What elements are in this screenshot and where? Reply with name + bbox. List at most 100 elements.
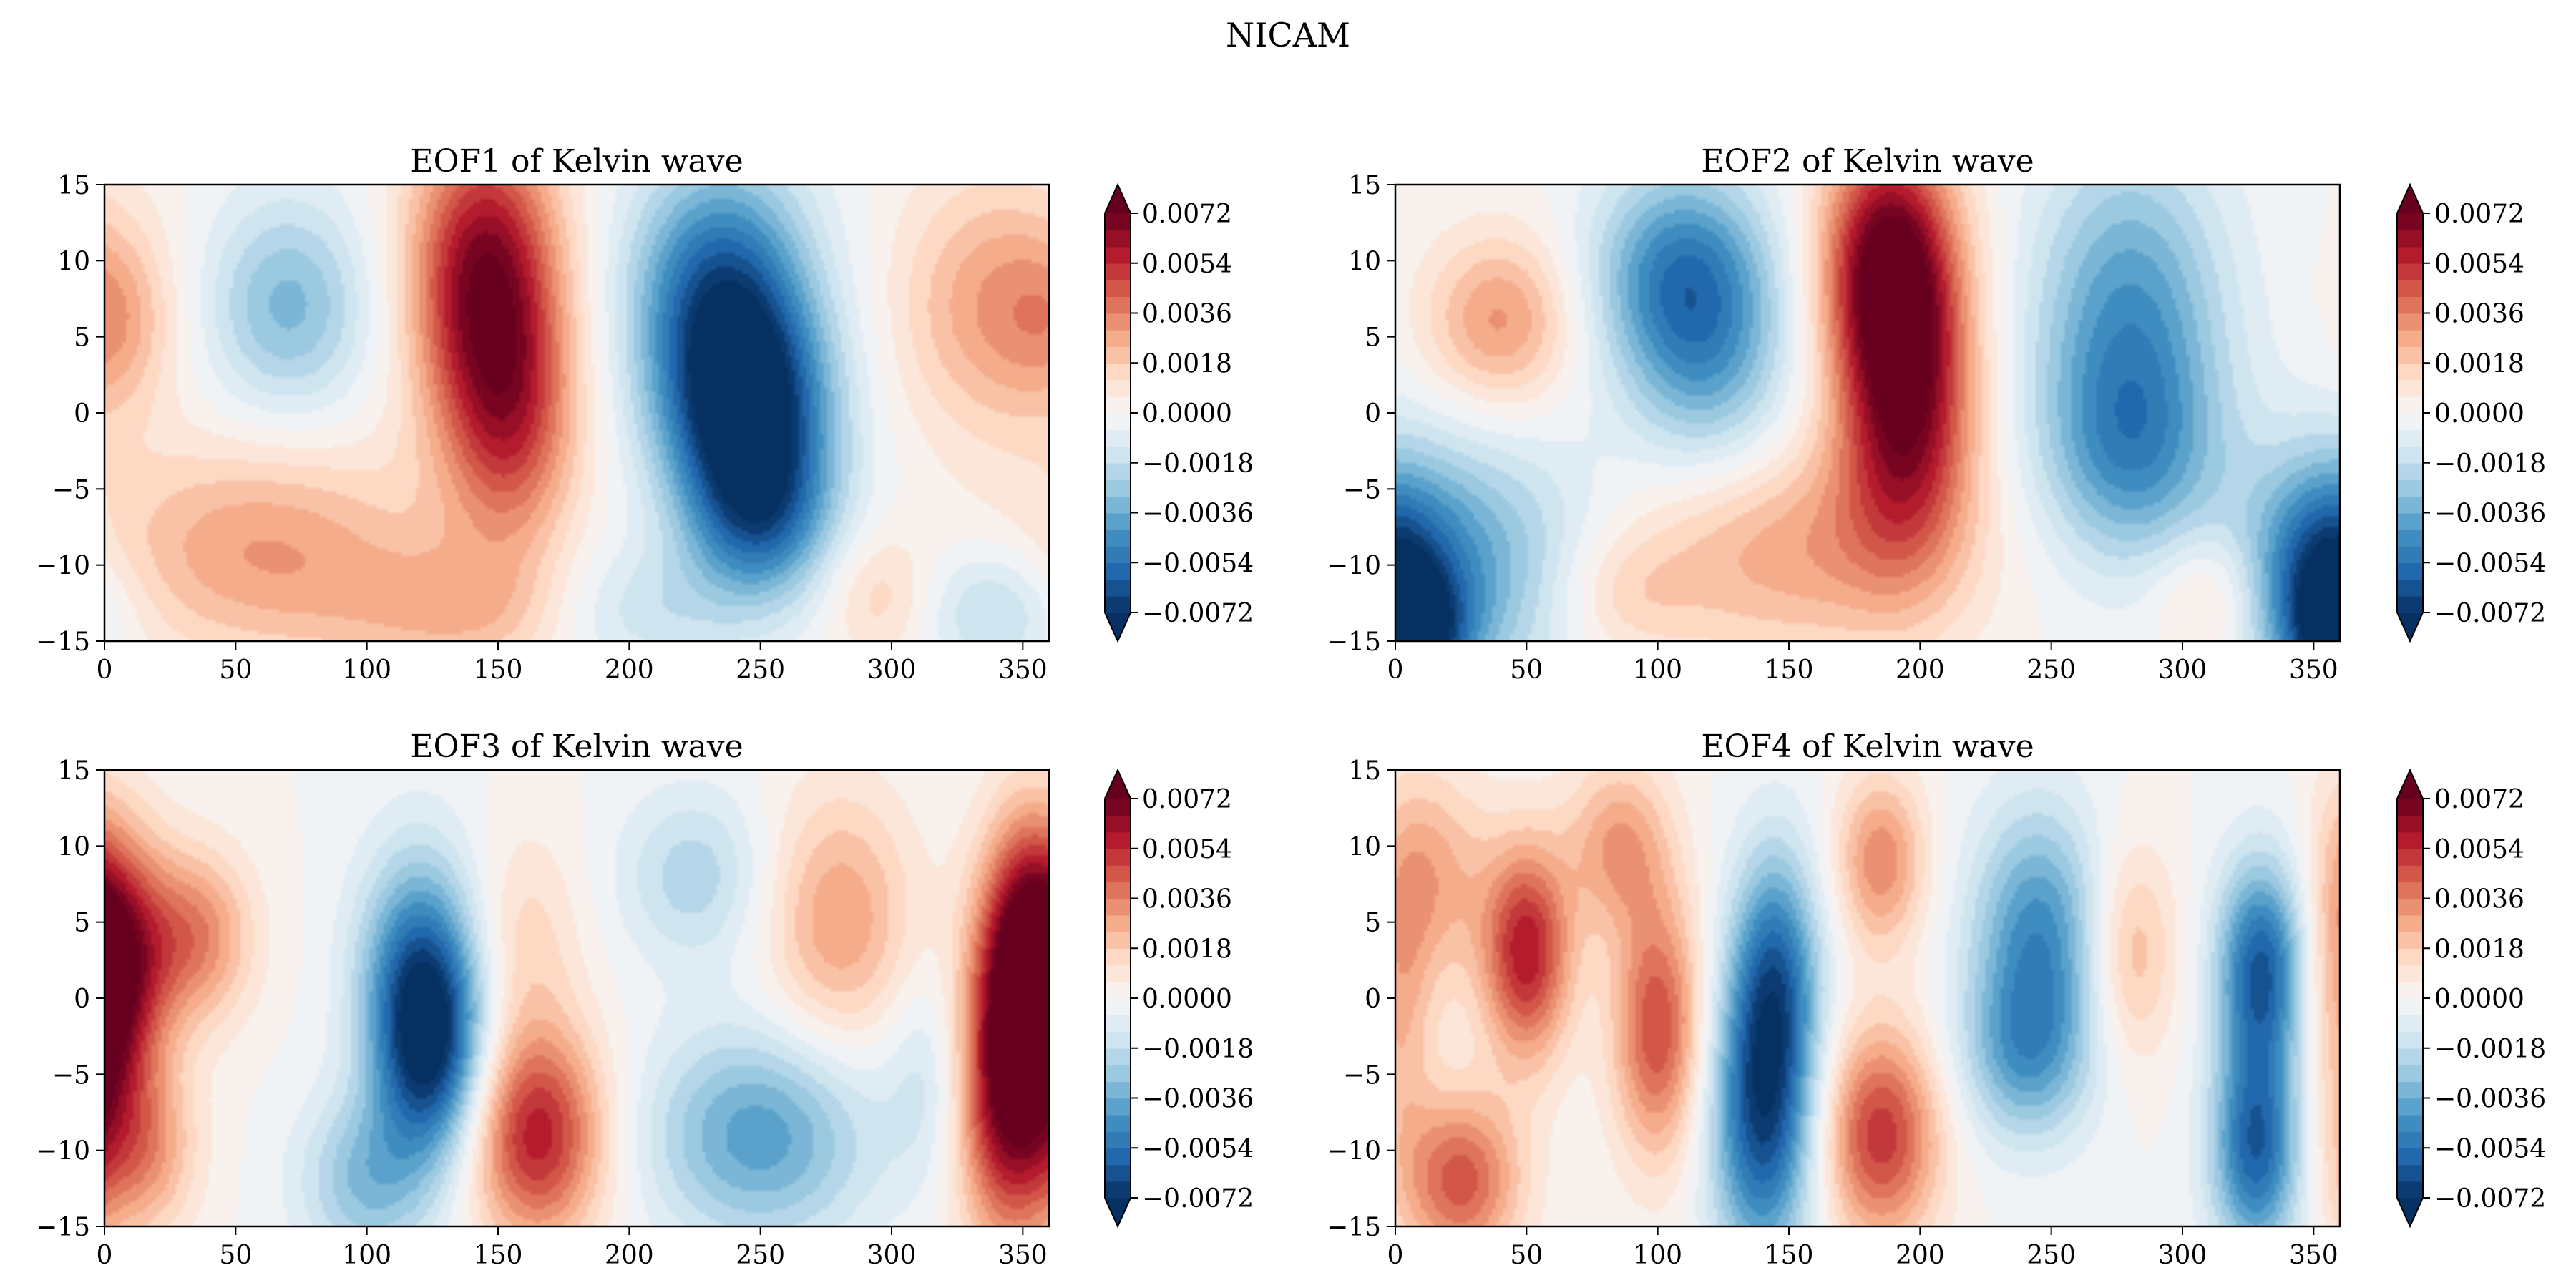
y-tick-label: −10	[36, 1137, 90, 1166]
panel-title: EOF1 of Kelvin wave	[410, 143, 743, 180]
colorbar: 0.0072 0.0054 0.0036 0.0018 0.0000 −0.0018 −0.…	[2396, 768, 2546, 1229]
colorbar-tick-label: −0.0018	[1142, 449, 1254, 479]
colorbar: 0.0072 0.0054 0.0036 0.0018 0.0000 −0.0018 −0.…	[1104, 182, 1254, 643]
colorbar-segment	[1105, 848, 1131, 866]
colorbar-extend-max	[1105, 185, 1131, 213]
colorbar-extend-min	[2397, 1198, 2423, 1226]
colorbar-segment	[2397, 1065, 2423, 1083]
y-tick-label: −10	[36, 552, 90, 581]
x-tick-label: 100	[1633, 655, 1682, 685]
colorbar-segment	[2397, 998, 2423, 1016]
figure-title: NICAM	[1226, 16, 1350, 54]
colorbar-segment	[2397, 546, 2423, 564]
colorbar-tick-label: −0.0036	[2434, 1085, 2546, 1114]
colorbar-segment	[1105, 462, 1131, 480]
x-tick-label: 150	[1765, 1241, 1814, 1270]
colorbar-tick-label: −0.0072	[2434, 1184, 2546, 1214]
colorbar-extend-max	[2397, 185, 2423, 213]
colorbar-segment	[1105, 1098, 1131, 1116]
x-tick-label: 250	[2026, 1241, 2076, 1270]
colorbar-segment	[1105, 948, 1131, 966]
x-tick-label: 350	[2289, 655, 2338, 685]
colorbar-segment	[1105, 329, 1131, 347]
colorbar-segment	[2397, 948, 2423, 966]
x-tick-label: 300	[2158, 1241, 2207, 1270]
colorbar-segment	[1105, 496, 1131, 514]
colorbar-segment	[1105, 479, 1131, 497]
colorbar-segment	[2397, 965, 2423, 982]
colorbar-segment	[1105, 512, 1131, 530]
x-tick-label: 300	[867, 1241, 917, 1270]
colorbar-segment	[1105, 313, 1131, 331]
colorbar-segment	[2397, 815, 2423, 833]
colorbar: 0.0072 0.0054 0.0036 0.0018 0.0000 −0.0018 −0.…	[1104, 768, 1254, 1229]
colorbar-segment	[1105, 865, 1131, 883]
colorbar-segment	[1105, 396, 1131, 414]
y-tick-label: −10	[1327, 1137, 1381, 1166]
colorbar-segment	[1105, 882, 1131, 899]
x-tick-label: 50	[1510, 1241, 1543, 1270]
colorbar-segment	[2397, 429, 2423, 447]
eof-field-image	[104, 185, 1049, 641]
colorbar-extend-min	[1105, 613, 1131, 641]
x-tick-label: 0	[97, 655, 113, 685]
colorbar-segment	[2397, 263, 2423, 280]
colorbar-tick-label: 0.0018	[2434, 349, 2524, 379]
colorbar-segment	[2397, 246, 2423, 264]
x-tick-label: 250	[736, 1241, 785, 1270]
eof-field-image	[104, 770, 1049, 1226]
colorbar-segment	[2397, 914, 2423, 932]
x-tick-label: 200	[605, 655, 654, 685]
y-tick-label: 5	[1365, 909, 1381, 938]
colorbar-tick-label: −0.0072	[2434, 599, 2546, 628]
colorbar-segment	[1105, 579, 1131, 597]
colorbar-segment	[2397, 1015, 2423, 1033]
x-tick-label: 0	[97, 1241, 113, 1270]
colorbar-tick-label: 0.0000	[2434, 985, 2524, 1014]
colorbar-tick-label: 0.0018	[1142, 349, 1232, 379]
y-tick-label: 5	[74, 909, 90, 938]
colorbar-segment	[2397, 579, 2423, 597]
colorbar-segment	[1105, 346, 1131, 364]
y-tick-label: 5	[1365, 323, 1381, 353]
y-tick-label: −15	[1327, 1213, 1381, 1242]
panel-title: EOF4 of Kelvin wave	[1701, 728, 2034, 765]
colorbar-segment	[1105, 1015, 1131, 1033]
colorbar-tick-label: −0.0054	[2434, 549, 2546, 578]
x-tick-label: 50	[1510, 655, 1543, 685]
colorbar-tick-label: −0.0036	[1142, 1085, 1254, 1114]
colorbar-segment	[2397, 230, 2423, 248]
y-tick-label: 15	[57, 171, 90, 200]
y-tick-label: 0	[1365, 399, 1381, 429]
colorbar-tick-label: 0.0072	[2434, 785, 2524, 814]
x-tick-label: 350	[998, 1241, 1048, 1270]
colorbar-segment	[1105, 932, 1131, 950]
colorbar-segment	[2397, 346, 2423, 364]
colorbar-tick-label: 0.0054	[2434, 835, 2524, 864]
colorbar-segment	[2397, 1081, 2423, 1099]
colorbar-segment	[1105, 296, 1131, 314]
panel-title: EOF3 of Kelvin wave	[410, 728, 743, 765]
colorbar-segment	[1105, 981, 1131, 999]
colorbar-segment	[2397, 932, 2423, 950]
panel-title: EOF2 of Kelvin wave	[1701, 143, 2034, 180]
colorbar-segment	[2397, 1148, 2423, 1166]
colorbar-segment	[2397, 831, 2423, 849]
colorbar-tick-label: 0.0036	[1142, 300, 1232, 329]
x-tick-label: 350	[2289, 1241, 2338, 1270]
colorbar-segment	[2397, 1164, 2423, 1182]
colorbar-segment	[1105, 1148, 1131, 1166]
colorbar-segment	[2397, 496, 2423, 514]
colorbar-tick-label: 0.0000	[1142, 985, 1232, 1014]
colorbar-tick-label: 0.0054	[1142, 835, 1232, 864]
colorbar-segment	[1105, 898, 1131, 916]
colorbar-extend-min	[1105, 1198, 1131, 1226]
colorbar-extend-min	[2397, 613, 2423, 641]
y-tick-label: −15	[36, 628, 90, 657]
y-tick-label: 10	[1348, 832, 1381, 862]
colorbar-segment	[1105, 914, 1131, 932]
colorbar-segment	[1105, 1065, 1131, 1083]
y-tick-label: 5	[74, 323, 90, 353]
colorbar-segment	[2397, 981, 2423, 999]
